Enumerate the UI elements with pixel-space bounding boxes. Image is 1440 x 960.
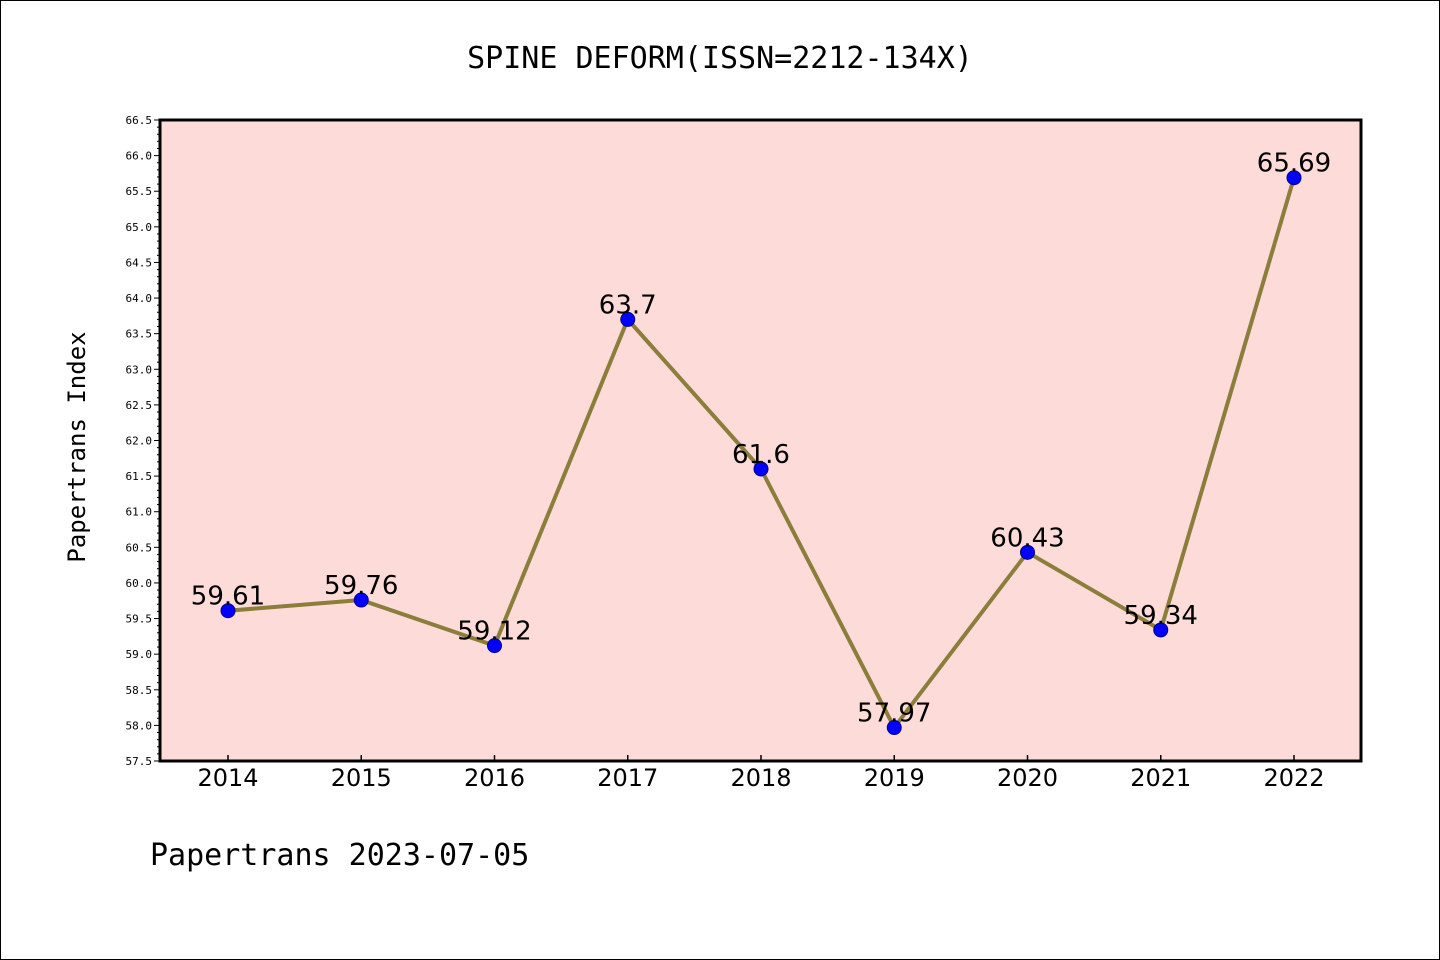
y-tick-label: 59.5 [126,613,153,626]
data-label: 65.69 [1257,149,1331,179]
y-axis-label: Papertrans Index [63,331,91,562]
data-label-layer: 59.61 59.76 59.12 63.7 61.6 57.97 60.43 59.34 65… [191,149,1331,729]
data-label: 59.34 [1124,601,1198,631]
x-tick-label: 2017 [597,764,658,792]
data-point [1020,544,1035,560]
data-label: 59.76 [324,571,398,601]
x-tick-label: 2015 [331,764,392,792]
x-tick-label: 2014 [197,764,258,792]
x-tick-label: 2021 [1130,764,1191,792]
x-tick-label: 2020 [997,764,1058,792]
data-label: 59.12 [457,617,531,647]
x-tick-label: 2022 [1263,764,1324,792]
y-tick-label: 63.0 [126,363,153,376]
series-layer [220,170,1302,736]
y-tick-label: 66.5 [126,114,153,127]
chart-title: SPINE DEFORM(ISSN=2212-134X) [467,41,973,76]
y-axis: 57.5 58.0 58.5 59.0 59.5 60.0 60.5 61.0 61.5 62.0… [126,114,160,768]
y-tick-label: 57.5 [126,755,153,768]
data-point [753,461,769,477]
y-tick-label: 59.0 [126,648,153,661]
data-label: 57.97 [857,699,931,729]
y-tick-label: 60.0 [126,577,153,590]
y-tick-label: 66.0 [126,150,153,163]
x-axis: 2014 2015 2016 2017 2018 2019 2020 2021 2022 [197,755,1325,792]
x-tick-label: 2018 [730,764,791,792]
footer-text: Papertrans 2023-07-05 [150,838,529,873]
y-tick-label: 65.0 [126,221,153,234]
x-tick-label: 2019 [864,764,925,792]
y-tick-label: 58.0 [126,719,153,732]
data-label: 60.43 [990,523,1064,553]
data-point [620,311,636,327]
y-tick-label: 64.0 [126,292,153,305]
y-tick-label: 62.5 [126,399,153,412]
y-tick-label: 61.5 [126,470,153,483]
data-label: 63.7 [599,290,657,320]
y-tick-label: 64.5 [126,256,153,269]
data-point [886,720,902,736]
data-point [353,592,369,608]
y-tick-label: 62.0 [126,435,153,448]
y-tick-label: 61.0 [126,506,153,519]
y-tick-label: 63.5 [126,328,153,341]
y-tick-label: 58.5 [126,684,153,697]
data-point [1153,622,1169,638]
plot-area [158,118,1363,763]
x-tick-label: 2016 [464,764,525,792]
data-point [487,638,502,654]
data-label: 59.61 [191,582,265,612]
y-tick-label: 60.5 [126,541,153,554]
data-point [220,603,236,619]
y-tick-label: 65.5 [126,185,153,198]
data-label: 61.6 [732,440,790,470]
data-point [1286,170,1302,186]
